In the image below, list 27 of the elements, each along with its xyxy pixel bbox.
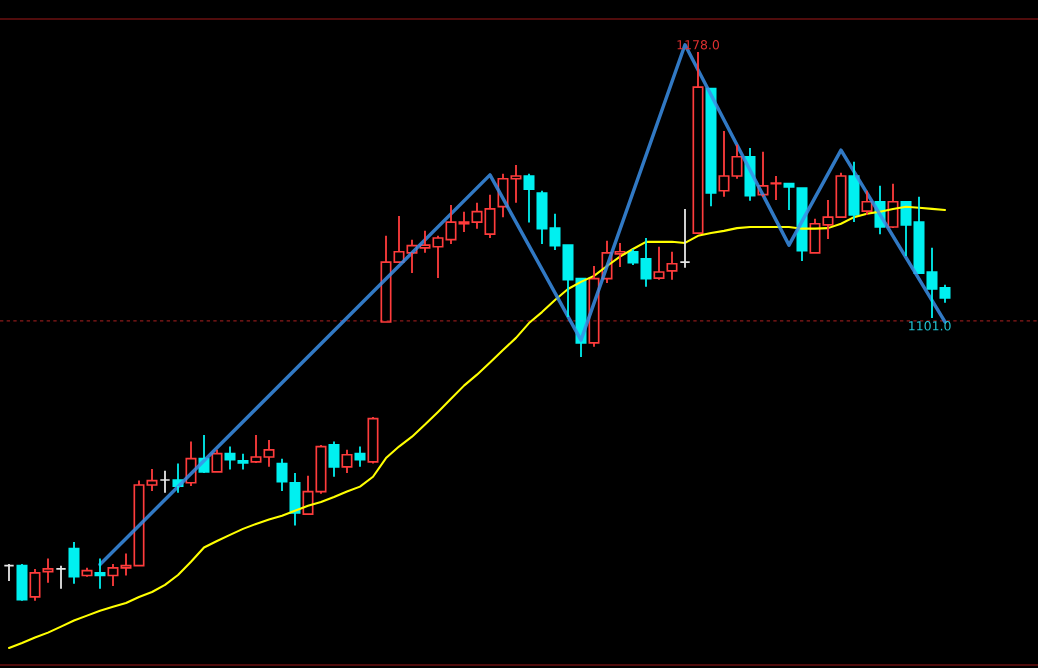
candlestick xyxy=(94,557,106,590)
annotation: 1101.0 xyxy=(909,321,951,331)
candlestick xyxy=(55,564,67,590)
candlestick xyxy=(692,51,704,234)
candlestick xyxy=(341,448,353,474)
candlestick xyxy=(354,445,366,468)
candlestick xyxy=(3,564,15,582)
candlestick xyxy=(16,563,28,601)
candlestick xyxy=(211,448,223,473)
candlestick xyxy=(523,172,535,224)
candlestick xyxy=(848,160,860,223)
candlestick xyxy=(185,440,197,487)
candlestick xyxy=(614,242,626,268)
candlestick xyxy=(601,239,613,284)
candlestick xyxy=(887,182,899,228)
candlestick xyxy=(679,207,691,269)
candlestick xyxy=(328,440,340,478)
candlestick xyxy=(81,566,93,577)
candlestick xyxy=(757,150,769,198)
candlestick xyxy=(705,87,717,208)
candlestick xyxy=(159,469,171,494)
candlestick xyxy=(770,175,782,202)
annotation: 1178.0 xyxy=(677,40,720,50)
candlestick xyxy=(367,416,379,465)
candlestick xyxy=(68,541,80,585)
candlestick xyxy=(588,265,600,348)
candlestick xyxy=(861,189,873,216)
